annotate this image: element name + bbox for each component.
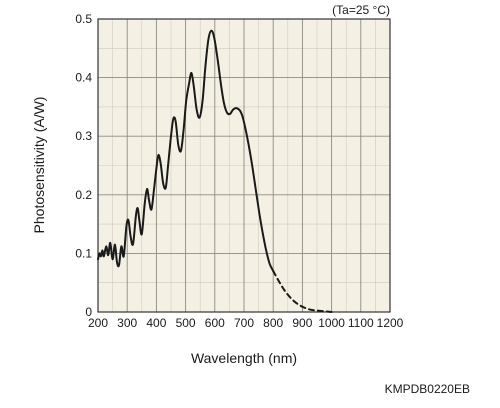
y-tick-label: 0.2 <box>75 188 92 202</box>
x-tick-label: 300 <box>117 316 137 330</box>
series-line-dashed <box>272 269 333 313</box>
y-tick-label: 0.3 <box>75 129 92 143</box>
x-tick-label: 1200 <box>377 316 404 330</box>
x-axis-title: Wavelength (nm) <box>191 350 297 366</box>
y-axis-title: Photosensitivity (A/W) <box>31 97 47 234</box>
x-tick-label: 1000 <box>318 316 345 330</box>
x-tick-label: 1100 <box>348 316 374 330</box>
y-tick-labels: 0 0.1 0.2 0.3 0.4 0.5 <box>75 12 92 319</box>
y-tick-label: 0.5 <box>75 12 92 26</box>
y-tick-label: 0 <box>85 305 92 319</box>
x-tick-label: 200 <box>88 316 108 330</box>
x-tick-label: 800 <box>263 316 283 330</box>
plot-frame <box>97 18 391 313</box>
x-tick-labels: 200 300 400 500 600 700 800 900 1000 1100 1200 <box>88 316 404 330</box>
temperature-condition-note: (Ta=25 °C) <box>332 3 390 17</box>
series-line-solid <box>97 29 275 272</box>
figure-code-label: KMPDB0220EB <box>384 382 470 396</box>
x-tick-label: 400 <box>146 316 166 330</box>
x-tick-label: 500 <box>176 316 196 330</box>
series-layer <box>97 29 333 313</box>
y-tick-label: 0.4 <box>75 71 92 85</box>
x-tick-label: 600 <box>205 316 225 330</box>
y-tick-label: 0.1 <box>75 246 92 260</box>
x-tick-label: 700 <box>234 316 254 330</box>
x-tick-label: 900 <box>292 316 312 330</box>
